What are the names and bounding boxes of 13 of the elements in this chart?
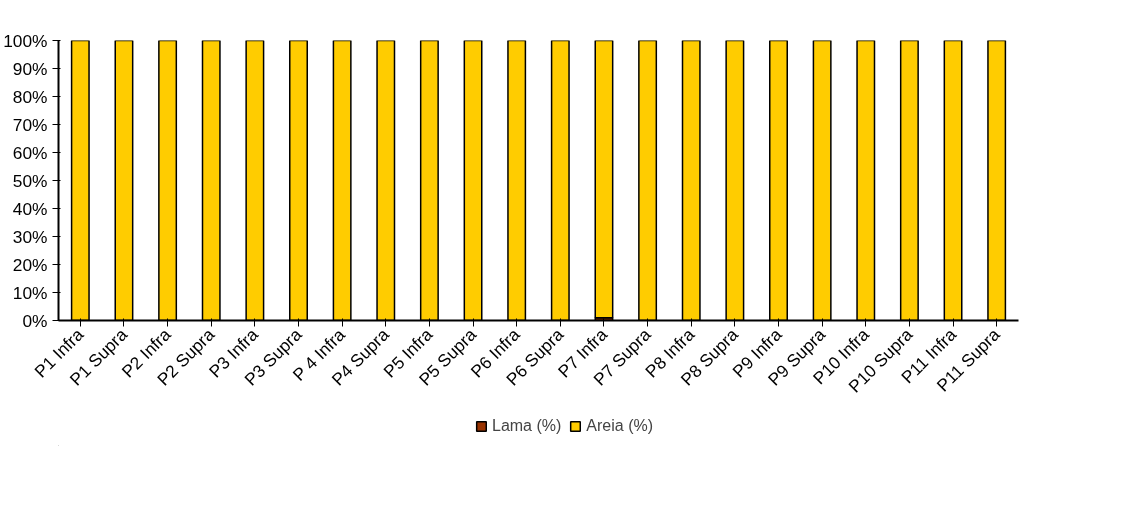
y-tick-label: 80% xyxy=(12,86,48,107)
y-tick-label: 40% xyxy=(12,198,48,219)
y-tick-label: 100% xyxy=(3,30,48,51)
y-tick-label: 20% xyxy=(12,254,48,275)
y-tick-label: 60% xyxy=(12,142,48,163)
y-tick-label: 90% xyxy=(12,58,48,79)
legend-label: Lama (%) xyxy=(491,417,562,435)
legend-label: Areia (%) xyxy=(586,417,654,435)
y-tick-label: 10% xyxy=(12,282,48,303)
y-tick-label: 30% xyxy=(12,226,48,247)
y-tick-label: 50% xyxy=(12,170,48,191)
y-tick-label: 70% xyxy=(12,114,48,135)
y-tick-label: 0% xyxy=(22,310,48,331)
